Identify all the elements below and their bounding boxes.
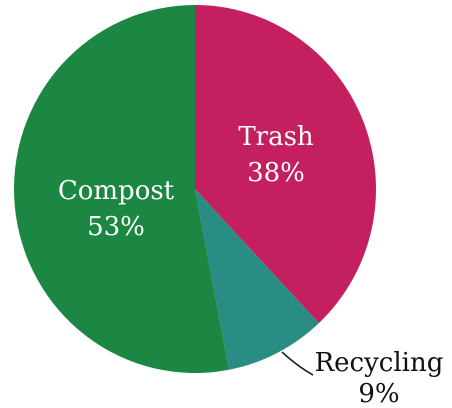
slice-label-recycling: Recycling 9% xyxy=(315,348,444,408)
slice-label-trash: Trash 38% xyxy=(238,122,314,188)
slice-label-recycling-name: Recycling xyxy=(315,348,444,378)
slice-label-trash-name: Trash xyxy=(238,122,314,152)
pie-slice-compost xyxy=(13,5,229,374)
pie-slice-trash xyxy=(195,5,376,324)
slice-label-compost-value: 53% xyxy=(87,212,145,242)
slice-label-recycling-value: 9% xyxy=(358,379,399,408)
slice-label-compost: Compost 53% xyxy=(58,176,175,242)
slice-label-trash-value: 38% xyxy=(247,158,305,188)
slice-label-compost-name: Compost xyxy=(58,176,175,206)
pie-slices xyxy=(13,5,376,374)
recycling-leader-line xyxy=(281,351,314,376)
pie-slice-recycling xyxy=(195,189,319,370)
